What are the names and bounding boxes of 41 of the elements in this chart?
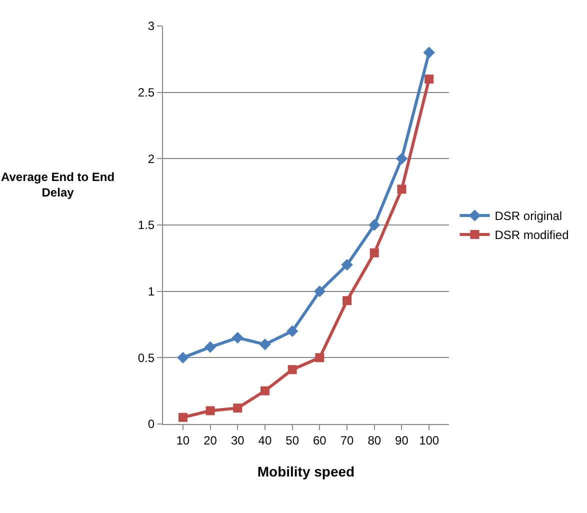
x-tick-label: 50	[286, 433, 300, 448]
point	[423, 46, 435, 58]
point	[177, 352, 189, 364]
point	[341, 258, 353, 271]
point	[232, 332, 244, 344]
point	[204, 341, 216, 353]
x-tick-label: 90	[395, 433, 409, 448]
x-tick-label: 100	[419, 433, 440, 448]
point	[314, 285, 326, 298]
x-axis-title: Mobility speed	[257, 464, 355, 480]
point	[342, 296, 352, 306]
y-tick-label: 1	[148, 284, 155, 299]
x-tick-label: 40	[258, 433, 272, 448]
point	[178, 412, 188, 422]
y-tick-label: 2	[148, 152, 155, 166]
point	[424, 74, 434, 84]
y-tick-label: 1.5	[138, 218, 155, 232]
legend-label: DSR modified	[494, 228, 569, 242]
y-tick-label: 0.5	[138, 350, 155, 365]
point	[288, 365, 297, 374]
y-tick-label: 0	[148, 417, 155, 432]
point	[315, 353, 324, 362]
point	[397, 184, 406, 194]
y-tick-label: 3	[148, 19, 155, 34]
x-tick-label: 30	[230, 433, 245, 448]
point	[206, 406, 215, 416]
legend-label: DSR original	[494, 209, 562, 224]
point	[259, 338, 271, 350]
x-tick-label: 10	[176, 433, 190, 448]
point	[396, 152, 408, 165]
x-tick-label: 20	[204, 433, 218, 448]
point	[368, 219, 380, 231]
x-tick-label: 80	[368, 433, 382, 448]
point	[370, 248, 379, 258]
y-tick-label: 2.5	[138, 86, 155, 100]
x-tick-label: 70	[340, 433, 354, 448]
point	[233, 404, 242, 413]
point	[286, 325, 298, 337]
y-axis-title: Average End to End Delay	[1, 170, 115, 200]
point	[260, 386, 270, 396]
x-tick-label: 60	[313, 433, 327, 448]
